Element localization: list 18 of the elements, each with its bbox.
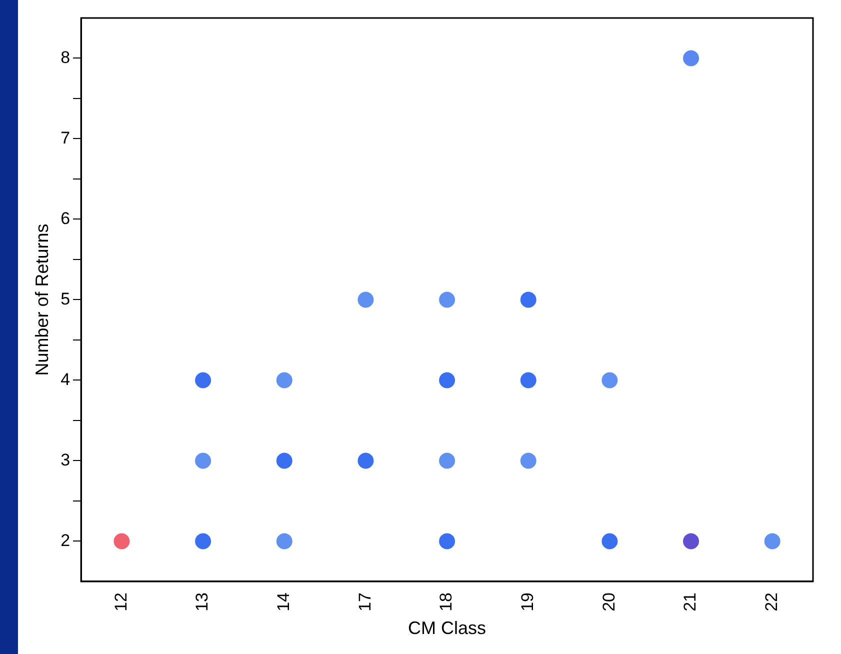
x-tick-label: 14: [274, 592, 294, 612]
x-tick-label: 18: [436, 592, 456, 612]
y-axis-title: Number of Returns: [32, 224, 52, 376]
y-tick-label: 8: [60, 48, 70, 67]
y-tick-label: 6: [60, 208, 70, 228]
y-tick-label: 5: [60, 289, 70, 308]
x-tick-label: 20: [599, 592, 618, 612]
x-tick-label: 19: [518, 592, 538, 612]
y-tick-label: 2: [60, 530, 70, 550]
x-axis-title: CM Class: [408, 618, 486, 638]
y-tick-label: 4: [60, 370, 70, 389]
x-tick-label: 21: [680, 592, 700, 612]
y-tick-label: 3: [60, 450, 70, 470]
x-tick-label: 12: [111, 592, 130, 612]
x-tick-label: 22: [762, 592, 782, 612]
x-tick-label: 17: [355, 592, 374, 612]
x-tick-label: 13: [192, 592, 212, 612]
y-tick-label: 7: [60, 128, 70, 148]
